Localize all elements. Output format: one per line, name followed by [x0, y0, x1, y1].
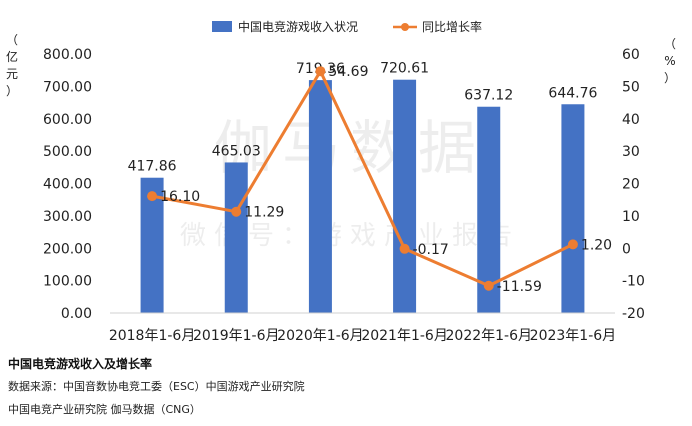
line-value-label: -0.17 — [413, 242, 449, 258]
left-tick-label: 700.00 — [43, 79, 92, 95]
legend-label-line: 同比增长率 — [422, 19, 482, 34]
x-tick-label: 2019年1-6月 — [193, 328, 280, 344]
bar — [308, 80, 332, 313]
bar-value-label: 465.03 — [212, 143, 261, 159]
bar-value-label: 637.12 — [464, 88, 513, 104]
line-value-label: -11.59 — [497, 279, 542, 295]
bar — [561, 104, 585, 314]
left-tick-label: 400.00 — [43, 177, 92, 193]
line-value-label: 1.20 — [581, 237, 612, 253]
legend-label-bar: 中国电竞游戏收入状况 — [238, 19, 358, 34]
line-value-label: 16.10 — [160, 189, 200, 205]
bar-value-label: 720.61 — [380, 61, 429, 77]
line-value-label: 11.29 — [244, 205, 284, 221]
line-point — [231, 206, 242, 217]
left-axis-title-char: 元 — [6, 67, 18, 81]
line-point — [315, 66, 326, 77]
right-axis-title-char: ） — [664, 71, 676, 85]
growth-rate-line — [151, 69, 574, 288]
bar — [224, 162, 248, 313]
left-tick-label: 100.00 — [43, 274, 92, 290]
right-tick-label: 20 — [622, 177, 640, 193]
bar-value-label: 644.76 — [548, 85, 597, 101]
bar — [393, 79, 417, 313]
x-tick-label: 2022年1-6月 — [446, 328, 533, 344]
left-tick-label: 200.00 — [43, 241, 92, 257]
right-tick-label: 10 — [622, 209, 640, 225]
left-axis-title-char: 亿 — [6, 49, 18, 64]
right-tick-label: 30 — [622, 144, 640, 160]
x-tick-label: 2020年1-6月 — [277, 328, 364, 344]
x-tick-label: 2018年1-6月 — [109, 328, 196, 344]
left-axis-title-char: （ — [6, 33, 18, 47]
right-tick-label: -10 — [622, 274, 645, 290]
x-tick-label: 2021年1-6月 — [361, 328, 448, 344]
right-axis-title-char: % — [664, 54, 675, 68]
right-tick-label: -20 — [622, 306, 645, 322]
legend-marker-line — [401, 23, 409, 31]
right-axis-title-char: （ — [664, 37, 676, 51]
right-tick-label: 0 — [622, 241, 631, 257]
line-point — [567, 239, 578, 250]
bar-value-label: 417.86 — [128, 159, 177, 175]
left-tick-label: 500.00 — [43, 144, 92, 160]
left-tick-label: 800.00 — [43, 47, 92, 63]
left-axis-title-char: ） — [6, 84, 18, 98]
left-tick-label: 600.00 — [43, 112, 92, 128]
figure-caption-title: 中国电竞游戏收入及增长率 — [8, 357, 153, 371]
left-tick-label: 300.00 — [43, 209, 92, 225]
data-source-line: 数据来源：中国音数协电竞工委（ESC）中国游戏产业研究院 — [8, 380, 305, 393]
right-tick-label: 60 — [622, 47, 640, 63]
bar — [477, 106, 501, 314]
line-point — [147, 191, 158, 202]
data-source-line-2: 中国电竞产业研究院 伽马数据（CNG） — [8, 403, 201, 416]
legend-swatch-bar — [212, 21, 232, 32]
right-tick-label: 50 — [622, 79, 640, 95]
x-tick-label: 2023年1-6月 — [530, 328, 617, 344]
line-value-label: 54.69 — [328, 64, 368, 80]
right-tick-label: 40 — [622, 112, 640, 128]
left-tick-label: 0.00 — [61, 306, 92, 322]
line-point — [399, 243, 410, 254]
line-point — [483, 280, 494, 291]
bar — [140, 177, 164, 313]
